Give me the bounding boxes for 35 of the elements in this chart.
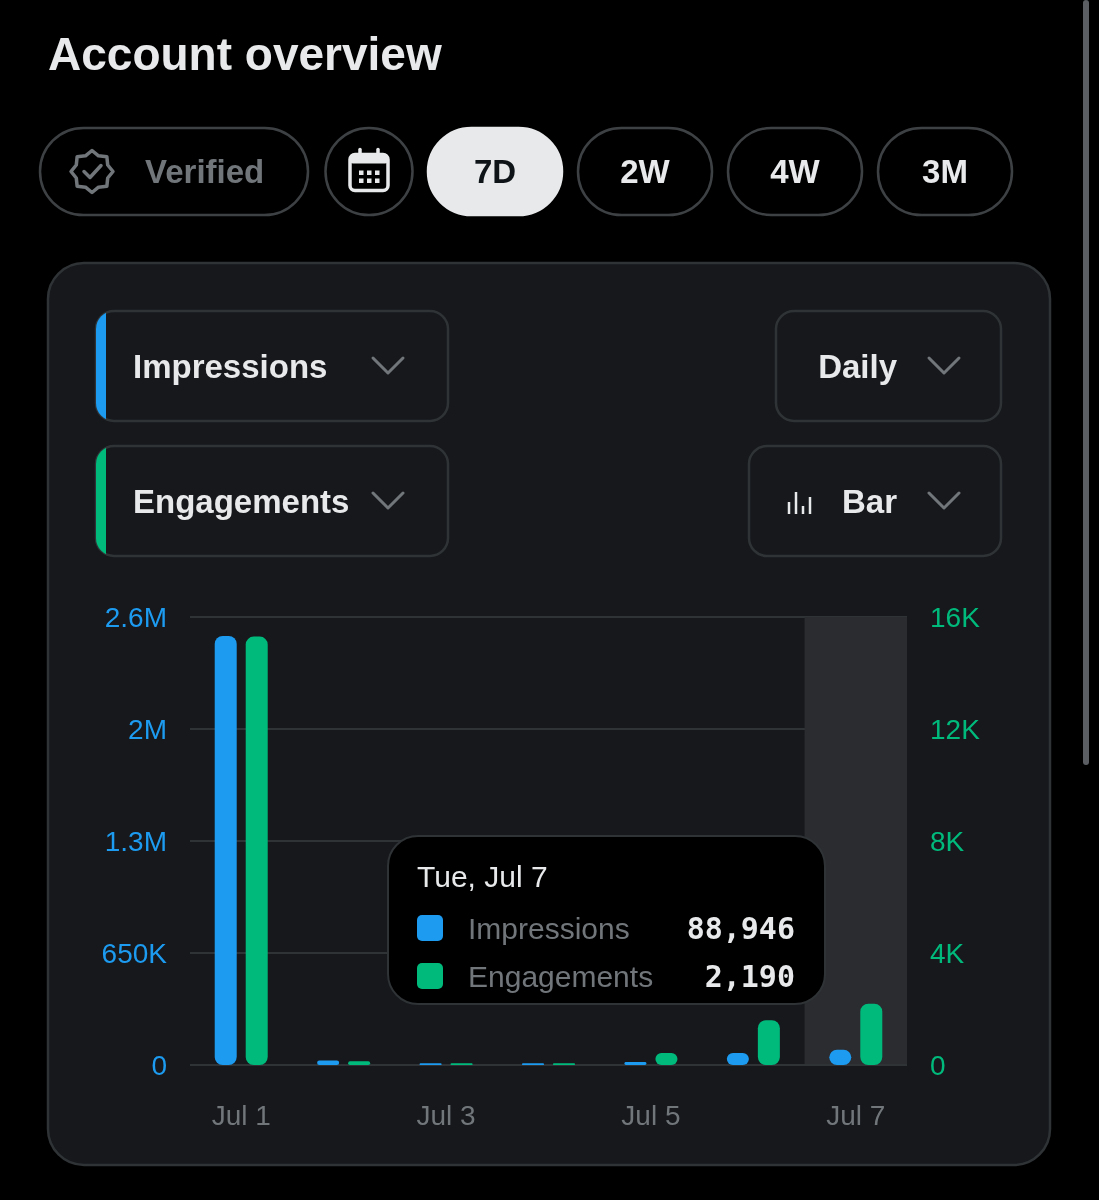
y-tick-label: 650K (101, 937, 168, 969)
y2-tick-label: 12K (930, 713, 981, 745)
bar (757, 1020, 780, 1065)
y-tick-label: 0 (151, 1049, 167, 1081)
text: Verified (145, 153, 265, 190)
text: Bar (841, 482, 898, 520)
annotation: 2,190 (704, 958, 795, 994)
y-tick-label: 2.6M (104, 601, 167, 633)
legend-label: Impressions (468, 911, 630, 945)
x-tick-label: Jul 3 (416, 1099, 476, 1131)
annotation: Tue, Jul 7 (417, 859, 548, 893)
legend-label: Engagements (468, 959, 654, 993)
annotation: 88,946 (686, 910, 795, 946)
text: Engagements (133, 482, 350, 520)
text: Daily (818, 347, 898, 385)
bar (245, 636, 268, 1065)
text: 4W (770, 153, 821, 190)
y2-tick-label: 4K (930, 937, 965, 969)
chart-title: Account overview (48, 28, 442, 80)
text: Impressions (133, 347, 328, 385)
y-tick-label: 1.3M (104, 825, 167, 857)
y2-tick-label: 0 (930, 1049, 946, 1081)
bar (624, 1062, 647, 1065)
x-tick-label: Jul 7 (826, 1099, 886, 1131)
text: 7D (473, 153, 517, 190)
text: 2W (620, 153, 671, 190)
y2-tick-label: 16K (930, 601, 981, 633)
y2-tick-label: 8K (930, 825, 965, 857)
x-tick-label: Jul 1 (211, 1099, 271, 1131)
text: 3M (922, 153, 968, 190)
bar (348, 1061, 371, 1065)
bar (214, 635, 237, 1065)
y-tick-label: 2M (128, 713, 167, 745)
bar (860, 1003, 883, 1065)
x-tick-label: Jul 5 (621, 1099, 681, 1131)
